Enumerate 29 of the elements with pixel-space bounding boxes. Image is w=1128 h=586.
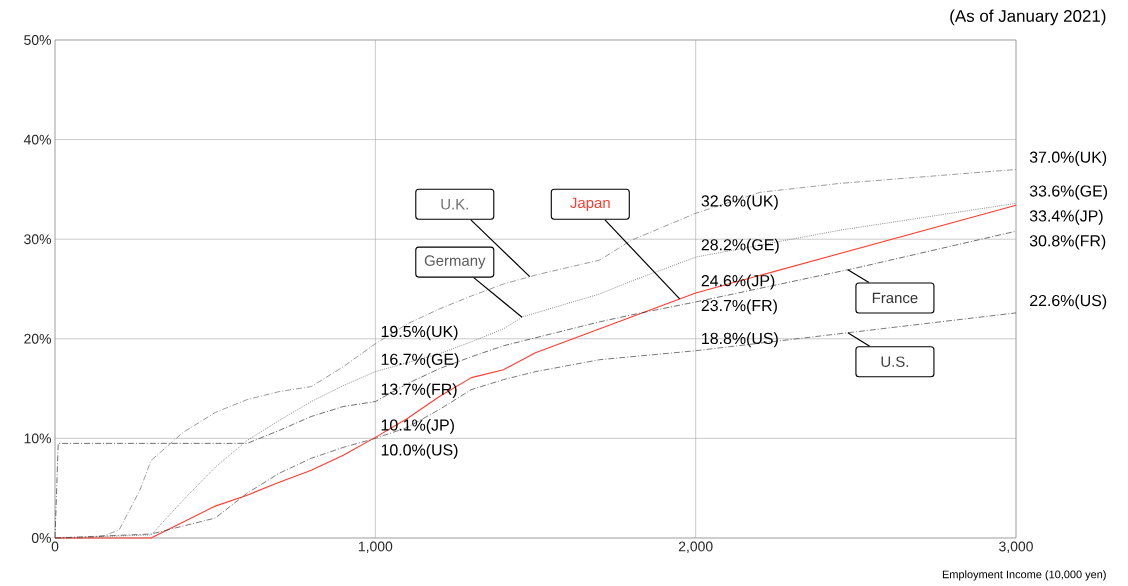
y-tick-label: 0% [31, 533, 51, 543]
text: U.K. [441, 199, 468, 210]
x-axis-title: Employment Income (10,000 yen) [942, 570, 1106, 581]
annotation: 33.6%(GE) [1029, 184, 1108, 200]
x-tick-label: 3,000 [999, 541, 1033, 554]
annotation: 28.2%(GE) [701, 238, 779, 254]
x-tick-label: 1,000 [358, 541, 393, 554]
text: Japan [570, 197, 610, 212]
series-label: France [872, 292, 918, 304]
annotation: 16.7%(GE) [381, 353, 459, 369]
x-tick-label: 2,000 [678, 541, 713, 554]
annotation: 18.8%(US) [702, 332, 778, 348]
y-tick-label: 10% [24, 433, 51, 444]
y-tick-label: 30% [24, 234, 51, 245]
annotation: 19.5%(UK) [381, 325, 458, 341]
annotation: 23.7%(FR) [701, 299, 777, 315]
text: (As of January 2021) [950, 9, 1106, 26]
annotation: 10.0%(US) [381, 443, 458, 459]
y-tick-label: 50% [24, 35, 51, 45]
x-tick-label: 0 [51, 541, 59, 552]
y-tick-label: 20% [24, 333, 51, 344]
annotation: 32.6%(UK) [701, 194, 778, 210]
series-label: U.S. [881, 356, 909, 367]
annotation: 37.0%(UK) [1029, 151, 1107, 166]
annotation: 22.6%(US) [1030, 294, 1107, 310]
text: Germany [424, 255, 486, 269]
annotation: 30.8%(FR) [1029, 234, 1106, 250]
annotation: 33.4%(JP) [1029, 209, 1103, 225]
y-tick-label: 40% [23, 134, 51, 145]
